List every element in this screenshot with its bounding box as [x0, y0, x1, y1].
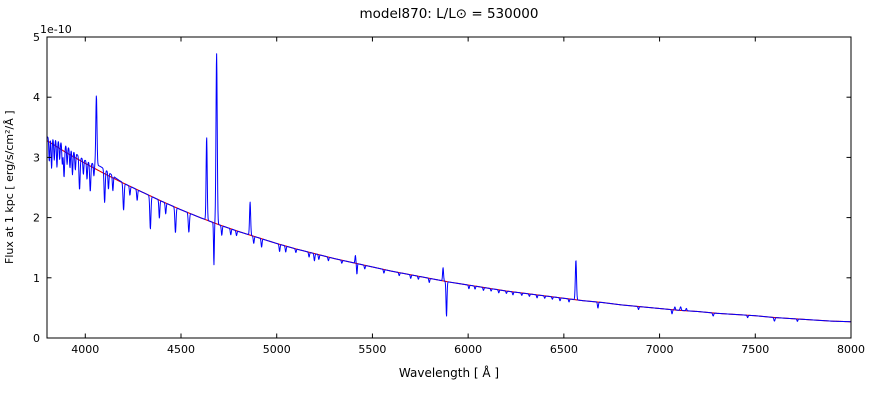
plot-title: model870: L/L⊙ = 530000 — [359, 6, 539, 22]
y-tick-label: 4 — [33, 91, 40, 104]
x-tick-label: 5000 — [263, 343, 291, 356]
spectrum-line — [46, 53, 852, 323]
x-tick-label: 7000 — [646, 343, 674, 356]
y-axis-offset-label: 1e-10 — [40, 23, 72, 36]
x-axis-label: Wavelength [ Å ] — [398, 366, 500, 380]
x-tick-label: 4000 — [71, 343, 99, 356]
x-tick-label: 4500 — [167, 343, 195, 356]
y-tick-label: 2 — [33, 212, 40, 225]
y-tick-label: 0 — [33, 332, 40, 345]
x-tick-label: 6500 — [550, 343, 578, 356]
x-tick-label: 7500 — [741, 343, 769, 356]
continuum-line — [46, 140, 852, 323]
x-tick-label: 8000 — [837, 343, 865, 356]
y-tick-label: 1 — [33, 272, 40, 285]
x-tick-label: 5500 — [358, 343, 386, 356]
y-tick-label: 3 — [33, 151, 40, 164]
y-tick-label: 5 — [33, 31, 40, 44]
plot-frame — [46, 36, 852, 339]
x-tick-label: 6000 — [454, 343, 482, 356]
y-axis-label: Flux at 1 kpc [ erg/s/cm²/Å ] — [3, 110, 16, 265]
